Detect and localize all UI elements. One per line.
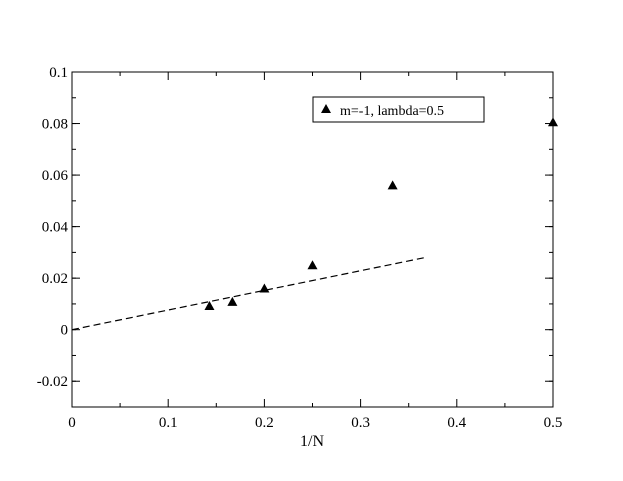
legend: m=-1, lambda=0.5 xyxy=(312,96,485,123)
y-axis: -0.02 0 0.02 0.04 0.06 0.08 0.1 xyxy=(37,65,553,408)
x-tick-label: 0.4 xyxy=(447,415,466,431)
x-tick-label: 0.2 xyxy=(255,415,274,431)
x-axis-label: 1/N xyxy=(300,433,324,450)
y-tick-label: 0.1 xyxy=(49,65,68,81)
y-tick-label: 0 xyxy=(61,323,69,339)
y-tick-label: -0.02 xyxy=(37,374,68,390)
y-tick-label: 0.06 xyxy=(42,168,69,184)
linear-fit-line xyxy=(71,256,426,331)
data-points xyxy=(204,117,558,310)
y-tick-label: 0.02 xyxy=(42,271,68,287)
legend-entry-label: m=-1, lambda=0.5 xyxy=(340,104,444,119)
data-point-triangle xyxy=(227,296,238,306)
data-point-triangle xyxy=(204,300,215,310)
x-tick-label: 0.1 xyxy=(159,415,178,431)
y-tick-label: 0.08 xyxy=(42,117,68,133)
data-point-triangle xyxy=(387,180,398,190)
legend-box xyxy=(312,96,485,123)
legend-triangle-icon xyxy=(321,104,331,113)
data-point-triangle xyxy=(307,260,318,270)
x-tick-label: 0 xyxy=(68,415,76,431)
y-tick-label: 0.04 xyxy=(42,220,69,236)
data-point-triangle xyxy=(548,117,558,127)
x-axis: 0 0.1 0.2 0.3 0.4 0.5 xyxy=(68,72,562,431)
x-tick-label: 0.3 xyxy=(351,415,370,431)
x-tick-label: 0.5 xyxy=(544,415,563,431)
data-point-triangle xyxy=(259,283,270,293)
